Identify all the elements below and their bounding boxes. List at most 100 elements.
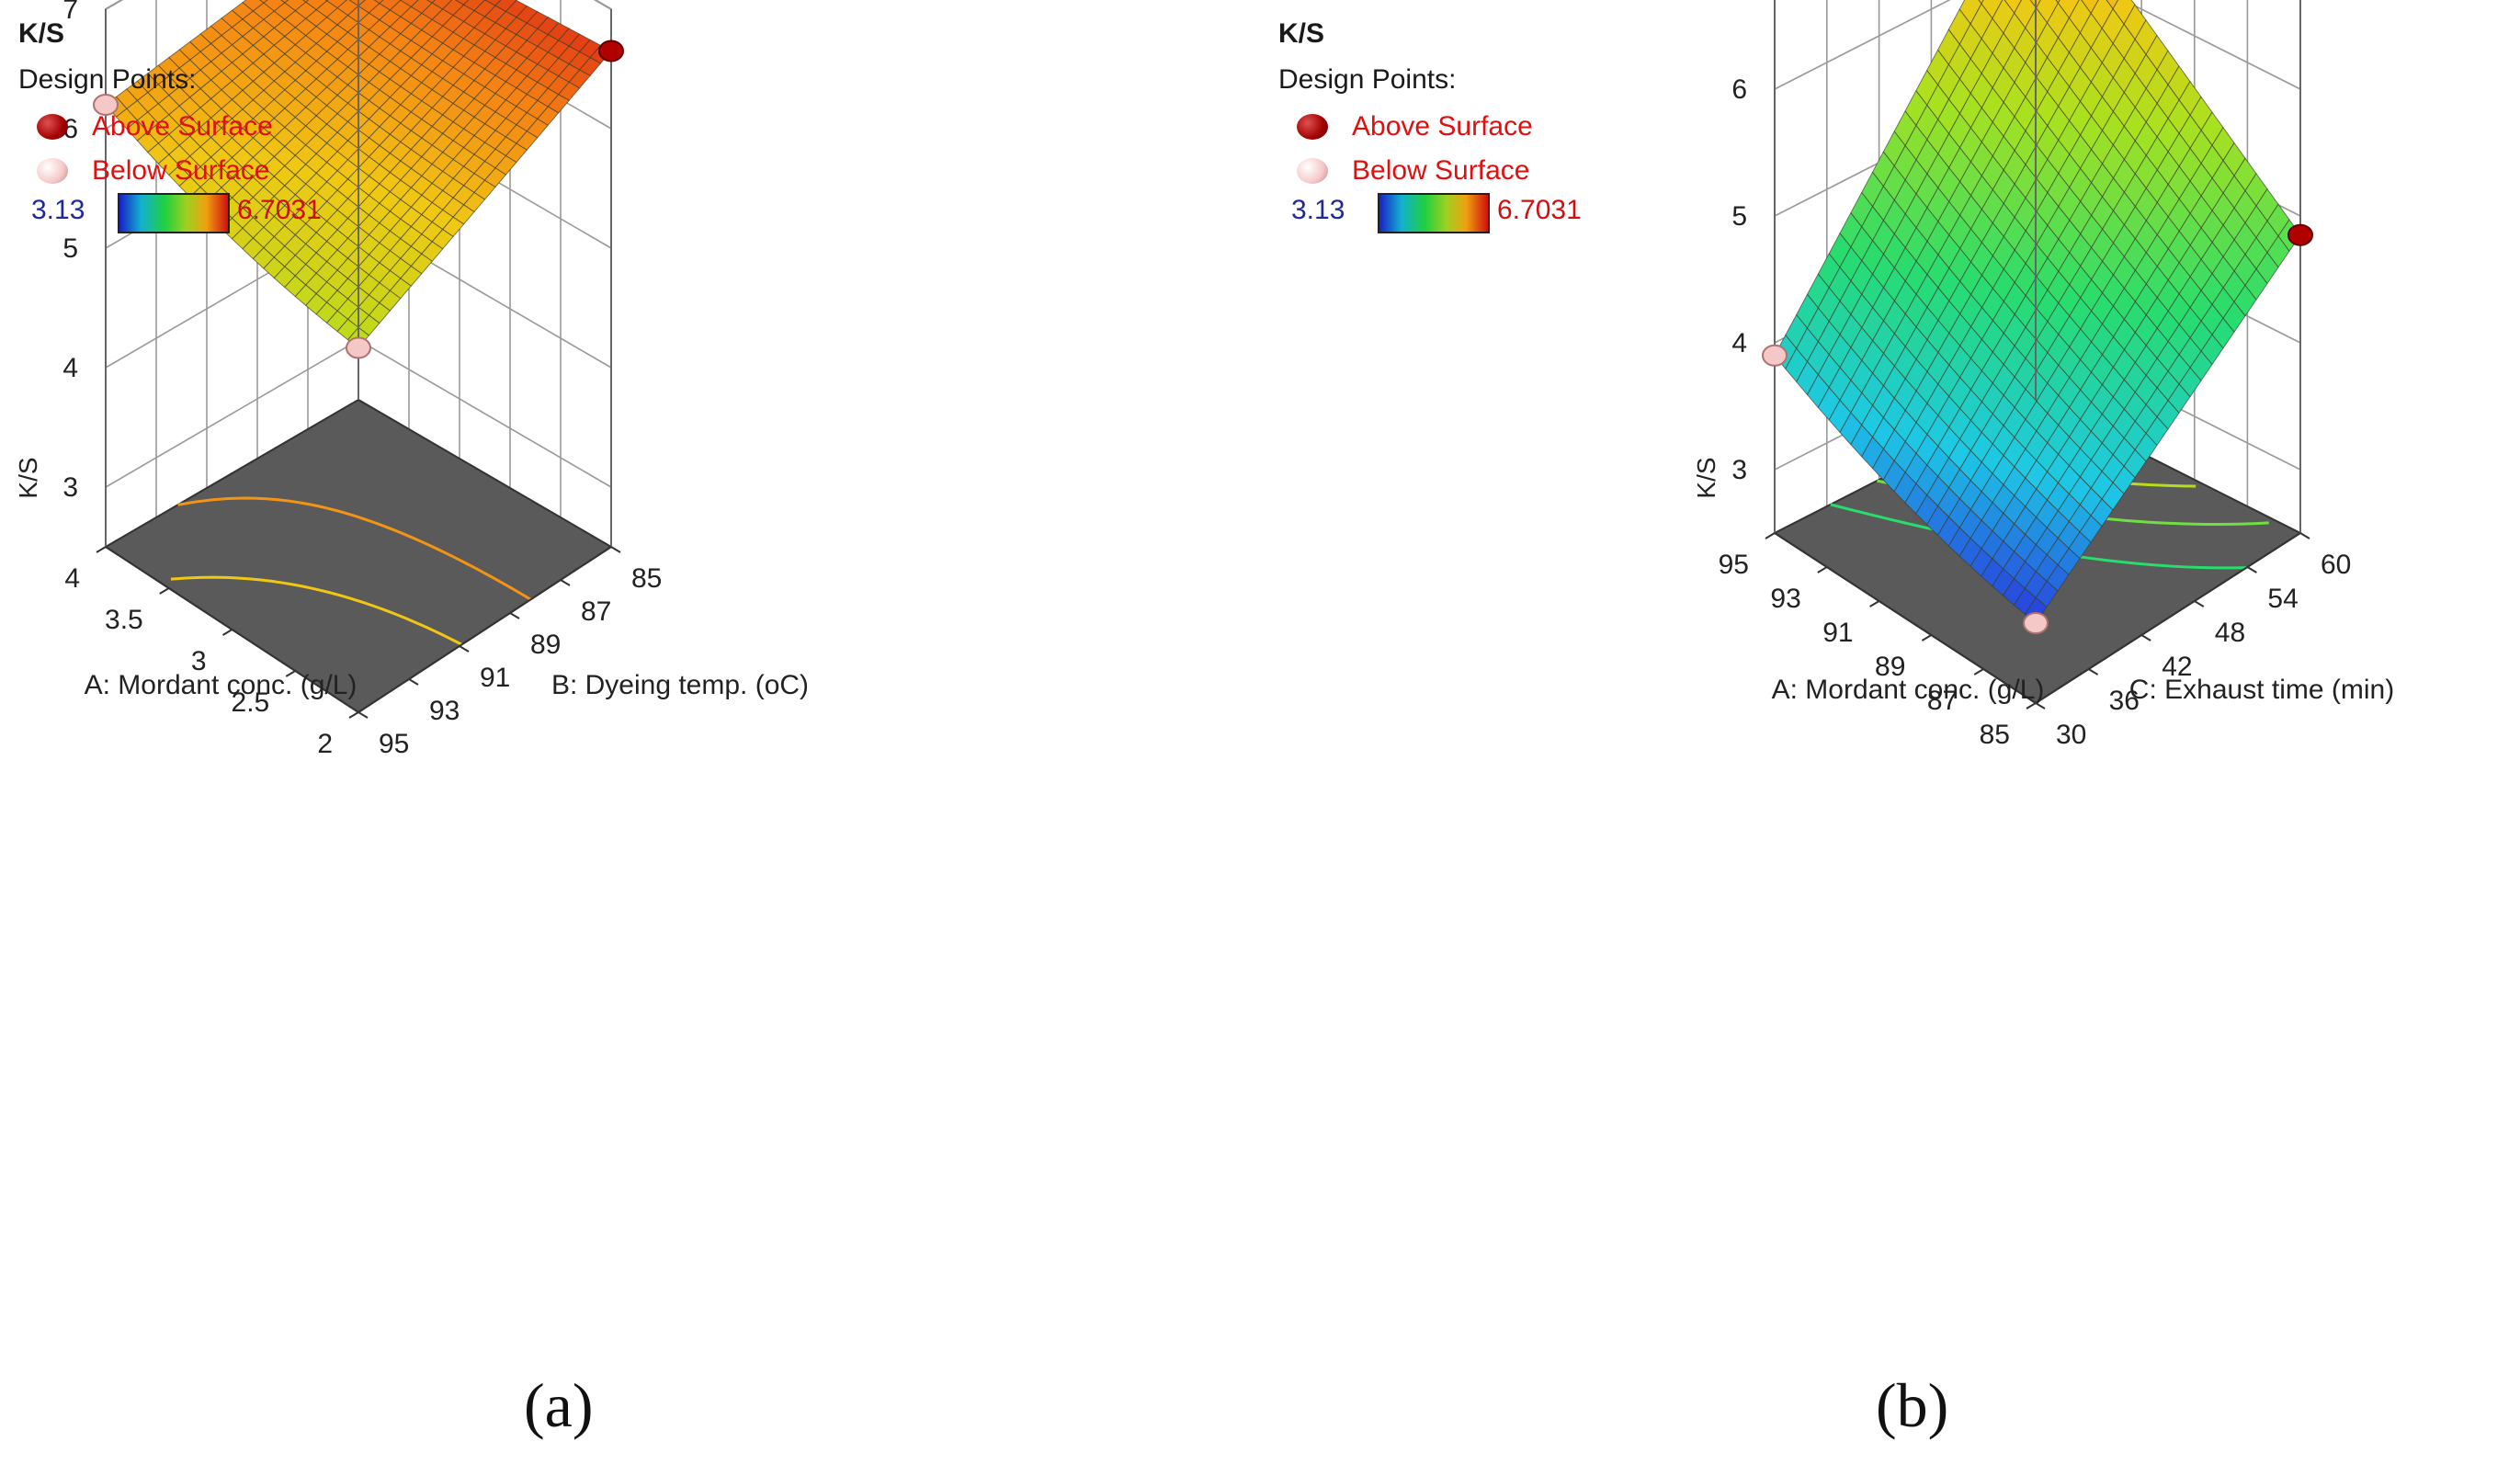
y-axis-line: [2035, 532, 2301, 704]
x-tick: [1921, 634, 1932, 641]
y-tick: [2088, 668, 2099, 676]
x-tick-label: 93: [1770, 584, 1800, 614]
y-tick-label: 54: [2267, 584, 2298, 614]
y-tick-label: 60: [2321, 550, 2351, 580]
design-point-above: [2287, 223, 2313, 246]
colorbar-min: 3.13: [31, 195, 85, 225]
y-tick-label: 30: [2056, 720, 2086, 750]
y-tick: [509, 612, 520, 619]
x-axis-label: A: Mordant conc. (g/L): [1772, 675, 2045, 705]
below-point-icon: [1297, 158, 1328, 184]
y-tick: [560, 579, 571, 586]
above-point-icon: [37, 114, 68, 140]
y-tick: [2140, 634, 2151, 641]
x-tick-label: 4: [64, 563, 80, 594]
left-wall-gridline: [105, 339, 359, 488]
chart-panel-a: 3 4 5 6 7 K/S 4 3.5 3 2.5 2 A: Mordant conc. (g/L) 9…: [14, 0, 809, 1440]
z-tick-label: 3: [1731, 455, 1747, 485]
x-tick-label: 2: [317, 729, 333, 759]
legend-above-label: Above Surface: [1352, 111, 1533, 142]
y-tick-label: 42: [2162, 652, 2192, 682]
above-point-icon: [1297, 114, 1328, 140]
y-tick-label: 87: [581, 596, 611, 627]
x-tick: [1869, 600, 1880, 607]
caption-b: (b): [1876, 1370, 1949, 1440]
y-tick: [610, 546, 621, 553]
y-tick-label: 48: [2215, 618, 2245, 648]
design-point-below: [2023, 612, 2049, 635]
y-tick-label: 36: [2109, 686, 2140, 716]
legend-title: K/S: [18, 18, 65, 49]
z-tick-label: 5: [1731, 201, 1747, 232]
left-wall-gridline: [1774, 0, 1951, 90]
x-tick-label: 3.5: [105, 605, 143, 635]
design-point-above: [598, 40, 624, 62]
x-tick-label: 2.5: [232, 687, 270, 718]
floor-contour: [170, 575, 463, 646]
x-tick: [1973, 668, 1984, 676]
legend-subtitle: Design Points:: [18, 64, 197, 95]
z-axis-label: K/S: [1692, 457, 1720, 498]
y-tick-label: 95: [379, 729, 409, 759]
floor-contour: [177, 496, 532, 601]
x-tick-label: 87: [1927, 686, 1958, 716]
x-tick-label: 89: [1875, 652, 1905, 682]
x-tick-label: 85: [1980, 720, 2010, 750]
colorbar-max: 6.7031: [237, 195, 322, 225]
colorbar: [1378, 193, 1490, 233]
legend-title: K/S: [1278, 18, 1325, 49]
x-tick: [1765, 532, 1776, 539]
y-axis-line: [358, 546, 612, 713]
right-wall-gridline: [2121, 0, 2301, 90]
legend-above-label: Above Surface: [92, 111, 273, 142]
x-tick-label: 95: [1719, 550, 1749, 580]
z-tick-label: 4: [1731, 328, 1747, 358]
y-tick: [2035, 702, 2046, 710]
x-tick: [159, 587, 170, 595]
y-tick: [358, 711, 369, 719]
x-tick: [221, 629, 233, 636]
colorbar-min: 3.13: [1291, 195, 1345, 225]
y-axis-label: C: Exhaust time (min): [2129, 675, 2394, 705]
x-tick: [2026, 702, 2037, 710]
z-axis-label: K/S: [14, 457, 42, 498]
y-tick-label: 85: [631, 563, 662, 594]
legend-below-label: Below Surface: [1352, 155, 1530, 186]
y-tick: [2299, 532, 2310, 539]
design-point-below: [93, 94, 119, 116]
y-tick: [408, 678, 419, 686]
z-tick-label: 3: [62, 472, 78, 503]
legend-below-label: Below Surface: [92, 155, 270, 186]
below-point-icon: [37, 158, 68, 184]
z-tick-label: 7: [62, 0, 78, 25]
caption-a: (a): [524, 1370, 594, 1440]
right-wall-gridline: [358, 339, 612, 488]
z-tick-label: 6: [1731, 74, 1747, 105]
design-point-below: [1762, 344, 1788, 367]
x-tick-label: 91: [1822, 618, 1853, 648]
response-surface: [1774, 0, 2301, 624]
x-tick: [348, 711, 359, 719]
x-tick-label: 3: [191, 646, 207, 676]
x-axis-line: [1774, 532, 2037, 704]
x-tick: [1817, 566, 1828, 573]
response-surface: [105, 0, 612, 349]
y-axis-label: B: Dyeing temp. (oC): [551, 670, 809, 700]
colorbar: [118, 193, 230, 233]
y-tick: [2194, 600, 2205, 607]
y-tick: [459, 645, 470, 653]
z-tick-label: 5: [62, 233, 78, 264]
z-tick-label: 4: [62, 353, 78, 383]
x-tick: [285, 670, 296, 677]
colorbar-max: 6.7031: [1497, 195, 1582, 225]
x-tick: [96, 546, 107, 553]
y-tick: [2246, 566, 2257, 573]
design-point-below: [346, 336, 371, 359]
y-tick-label: 89: [530, 630, 561, 660]
x-axis-label: A: Mordant conc. (g/L): [85, 670, 358, 700]
y-tick-label: 93: [429, 696, 460, 726]
y-tick-label: 91: [480, 663, 510, 693]
